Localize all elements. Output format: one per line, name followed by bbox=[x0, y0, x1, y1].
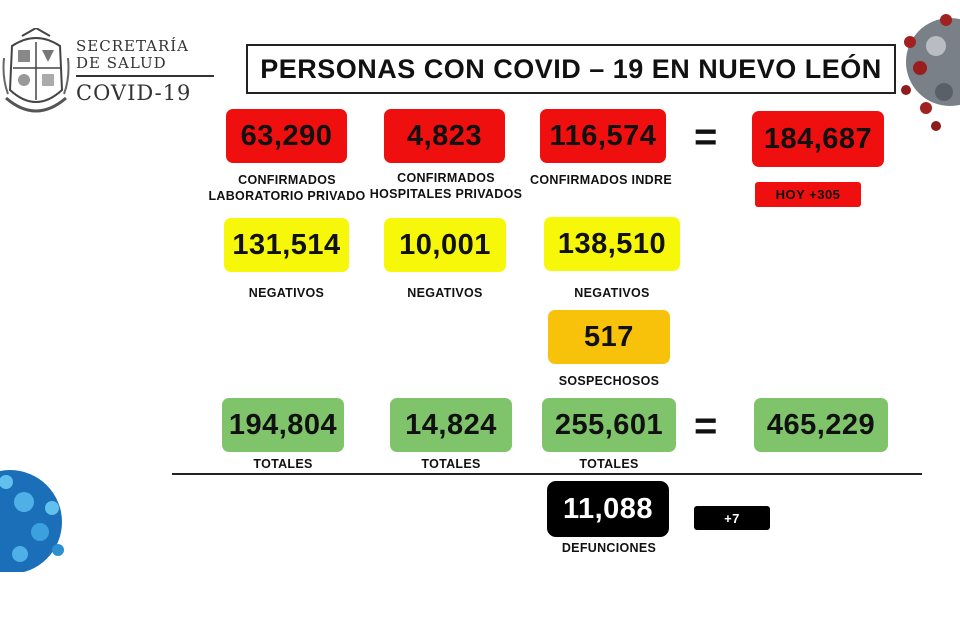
brand-divider bbox=[76, 75, 214, 77]
coronavirus-blue-illustration-icon bbox=[0, 470, 64, 574]
label-line: CONFIRMADOS bbox=[397, 171, 495, 185]
equals-sign-confirmed: = bbox=[694, 115, 718, 159]
equals-sign-totals: = bbox=[694, 404, 718, 448]
infographic-slide: SECRETARÍA DE SALUD COVID-19 PERSONAS CO… bbox=[0, 14, 960, 574]
suspects-value: 517 bbox=[548, 310, 670, 364]
label-line: CONFIRMADOS bbox=[238, 173, 336, 187]
grand-total-value: 465,229 bbox=[754, 398, 888, 452]
confirmed-total-value: 184,687 bbox=[752, 111, 884, 167]
deaths-label: DEFUNCIONES bbox=[561, 541, 657, 555]
confirmed-private-hospitals-label: CONFIRMADOS HOSPITALES PRIVADOS bbox=[364, 170, 528, 202]
totals-private-lab-label: TOTALES bbox=[253, 457, 313, 471]
org-name-line1: SECRETARÍA bbox=[76, 37, 190, 55]
health-secretariat-brand: SECRETARÍA DE SALUD COVID-19 bbox=[76, 38, 216, 105]
label-line: LABORATORIO PRIVADO bbox=[208, 189, 366, 203]
negatives-private-hospitals-value: 10,001 bbox=[384, 218, 506, 272]
negatives-private-hospitals-label: NEGATIVOS bbox=[407, 286, 483, 300]
confirmed-indre-value: 116,574 bbox=[540, 109, 666, 163]
confirmed-private-lab-label: CONFIRMADOS LABORATORIO PRIVADO bbox=[194, 172, 380, 204]
negatives-private-lab-label: NEGATIVOS bbox=[248, 286, 325, 300]
section-divider bbox=[172, 473, 922, 475]
deaths-value: 11,088 bbox=[547, 481, 669, 537]
suspects-label: SOSPECHOSOS bbox=[558, 374, 660, 388]
coronavirus-illustration-icon bbox=[901, 14, 960, 131]
bottom-blank-area bbox=[0, 572, 960, 640]
confirmed-indre-label: CONFIRMADOS INDRE bbox=[530, 173, 672, 187]
totals-indre-value: 255,601 bbox=[542, 398, 676, 452]
negatives-indre-label: NEGATIVOS bbox=[574, 286, 650, 300]
org-name-line2: DE SALUD bbox=[76, 54, 167, 72]
confirmed-today-badge: HOY +305 bbox=[755, 182, 861, 207]
coat-of-arms-logo bbox=[2, 28, 70, 113]
page-title-box: PERSONAS CON COVID – 19 EN NUEVO LEÓN bbox=[246, 44, 896, 94]
negatives-indre-value: 138,510 bbox=[544, 217, 680, 271]
negatives-private-lab-value: 131,514 bbox=[224, 218, 349, 272]
deaths-today-badge: +7 bbox=[694, 506, 770, 530]
page-title: PERSONAS CON COVID – 19 EN NUEVO LEÓN bbox=[260, 53, 882, 84]
totals-private-lab-value: 194,804 bbox=[222, 398, 344, 452]
totals-private-hospitals-label: TOTALES bbox=[421, 457, 481, 471]
confirmed-private-lab-value: 63,290 bbox=[226, 109, 347, 163]
label-line: HOSPITALES PRIVADOS bbox=[369, 187, 523, 201]
totals-private-hospitals-value: 14,824 bbox=[390, 398, 512, 452]
totals-indre-label: TOTALES bbox=[579, 457, 639, 471]
org-program-name: COVID-19 bbox=[76, 81, 192, 105]
confirmed-private-hospitals-value: 4,823 bbox=[384, 109, 505, 163]
